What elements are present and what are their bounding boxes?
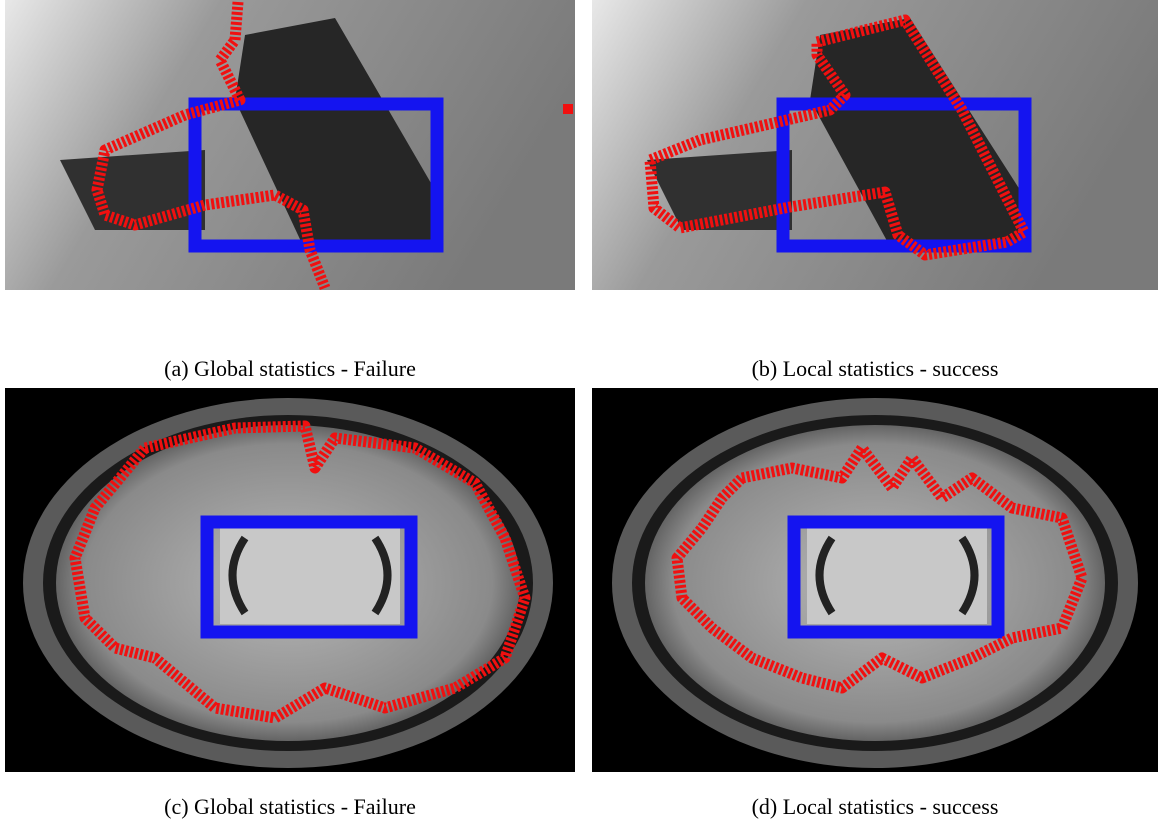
caption: (b) Local statistics - success: [752, 356, 999, 381]
panel-b: [592, 0, 1158, 290]
caption: (a) Global statistics - Failure: [164, 356, 416, 381]
panel-c: [5, 388, 575, 772]
caption: (c) Global statistics - Failure: [164, 794, 416, 819]
caption: (d) Local statistics - success: [752, 794, 999, 819]
panel-a: [5, 0, 575, 290]
figure: (a) Global statistics - Failure (b) Loca…: [0, 0, 1161, 826]
panel-d: [592, 388, 1158, 772]
